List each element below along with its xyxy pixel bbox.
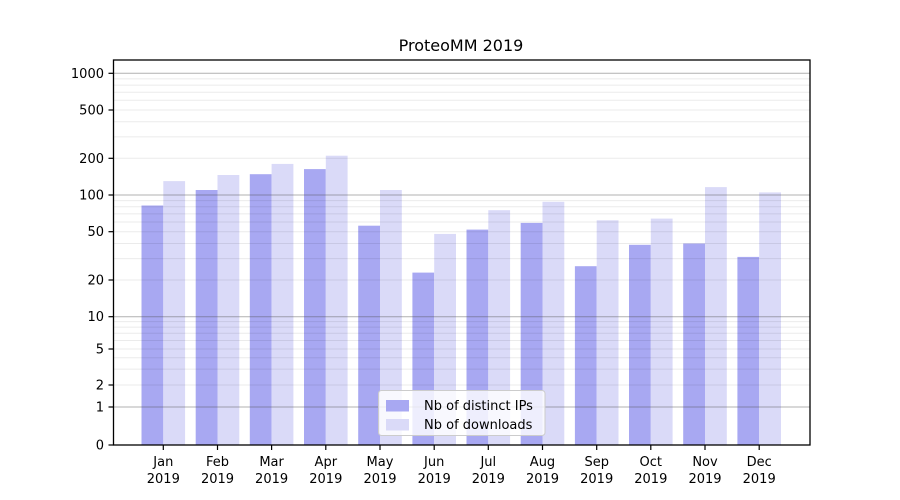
x-tick-label-month-jan: Jan [152, 455, 173, 470]
x-tick-label-month-jun: Jun [423, 455, 444, 470]
y-tick-label-5: 5 [96, 343, 104, 358]
y-tick-label-50: 50 [87, 225, 104, 240]
x-tick-label-year-jan: 2019 [147, 472, 180, 487]
y-tick-label-20: 20 [87, 274, 104, 289]
bar-downloads-jan-2019 [163, 181, 186, 445]
legend-swatch-distinct-ips [386, 400, 409, 412]
axes-frame [112, 59, 811, 446]
legend-swatch-downloads [386, 419, 409, 431]
bar-distinct-ips-feb-2019 [195, 190, 218, 445]
bar-downloads-may-2019 [380, 190, 402, 445]
x-tick-label-month-nov: Nov [692, 455, 718, 470]
x-tick-label-year-aug: 2019 [526, 472, 559, 487]
y-tick-label-100: 100 [79, 189, 104, 204]
x-tick-label-month-jul: Jul [479, 455, 496, 470]
x-tick-label-year-mar: 2019 [255, 472, 288, 487]
y-tick-label-2: 2 [96, 379, 104, 394]
bar-downloads-nov-2019 [705, 187, 727, 445]
x-tick-label-year-apr: 2019 [309, 472, 342, 487]
y-tick-label-1000: 1000 [71, 67, 104, 82]
y-tick-label-10: 10 [87, 310, 104, 325]
x-tick-label-month-apr: Apr [315, 455, 338, 470]
bar-distinct-ips-nov-2019 [683, 243, 705, 445]
bar-downloads-jul-2019 [488, 210, 511, 445]
y-tick-label-0: 0 [96, 439, 104, 454]
bar-downloads-sep-2019 [596, 220, 619, 445]
x-tick-label-month-dec: Dec [747, 455, 772, 470]
x-tick-label-month-may: May [367, 455, 394, 470]
minor-gridlines [113, 78, 810, 386]
x-tick-label-year-feb: 2019 [201, 472, 234, 487]
x-tick-label-month-mar: Mar [259, 455, 284, 470]
bar-distinct-ips-mar-2019 [249, 174, 272, 445]
x-tick-label-month-feb: Feb [206, 455, 229, 470]
bar-distinct-ips-apr-2019 [304, 169, 326, 445]
bar-distinct-ips-may-2019 [358, 225, 380, 445]
legend: Nb of distinct IPs Nb of downloads [378, 390, 546, 436]
tick-marks-and-labels: 0 1 2 5 10 20 50 100 200 500 1000 Jan 2019 Feb 2019 Mar… [71, 67, 776, 487]
x-tick-label-year-jun: 2019 [418, 472, 451, 487]
bar-downloads-apr-2019 [325, 155, 348, 445]
bar-downloads-oct-2019 [650, 218, 673, 445]
x-tick-label-year-nov: 2019 [688, 472, 721, 487]
legend-box [378, 390, 546, 436]
bar-distinct-ips-jan-2019 [141, 205, 164, 445]
x-tick-label-year-may: 2019 [363, 472, 396, 487]
y-tick-label-500: 500 [79, 104, 104, 119]
bar-downloads-mar-2019 [271, 163, 294, 445]
bar-downloads-feb-2019 [217, 175, 240, 445]
x-tick-label-year-sep: 2019 [580, 472, 613, 487]
bar-distinct-ips-aug-2019 [520, 222, 543, 445]
legend-label-downloads: Nb of downloads [424, 418, 533, 433]
bar-distinct-ips-sep-2019 [574, 266, 597, 445]
chart-title: ProteoMM 2019 [399, 36, 524, 55]
x-tick-label-month-aug: Aug [530, 455, 555, 470]
x-tick-label-month-oct: Oct [640, 455, 662, 470]
x-tick-label-year-jul: 2019 [472, 472, 505, 487]
x-tick-label-year-oct: 2019 [634, 472, 667, 487]
y-tick-label-1: 1 [96, 401, 104, 416]
bar-distinct-ips-oct-2019 [629, 244, 651, 445]
x-tick-label-year-dec: 2019 [743, 472, 776, 487]
y-tick-label-200: 200 [79, 152, 104, 167]
bar-distinct-ips-dec-2019 [737, 256, 760, 445]
bar-downloads-aug-2019 [542, 201, 565, 445]
bar-downloads-dec-2019 [759, 192, 781, 445]
legend-label-distinct-ips: Nb of distinct IPs [424, 399, 533, 414]
plot-border [112, 59, 811, 446]
x-tick-label-month-sep: Sep [584, 455, 609, 470]
